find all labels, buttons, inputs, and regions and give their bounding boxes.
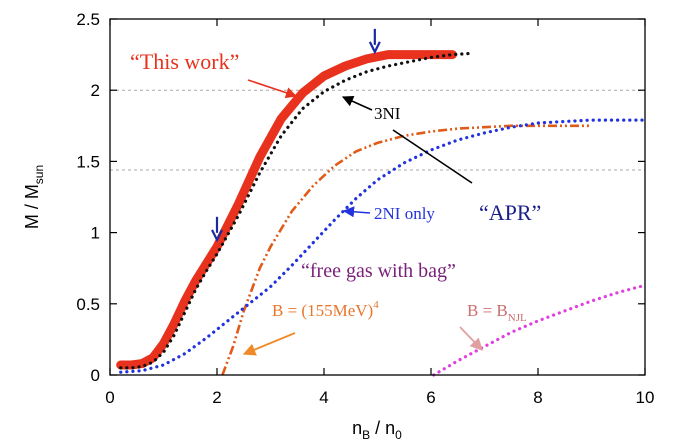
x-tick-label-2: 4 [319,388,328,407]
x-axis-label: nB / n0 [352,418,402,442]
y-tick-label-1: 0.5 [76,295,100,314]
x-axis-label-sub2: 0 [395,428,402,442]
annotation-2ni-only: 2NI only [374,204,435,223]
down-arrow-head-1 [368,41,381,55]
x-tick-label-0: 0 [105,388,114,407]
annotation-3ni: 3NI [374,104,401,123]
annotation-this-work: “This work” [130,49,239,74]
plot-frame [109,18,646,376]
annotation-free-gas: “free gas with bag” [301,260,456,282]
x-axis-label-sub1: B [362,428,370,442]
apr-pointer-line [392,129,473,184]
y-axis-label-sub: sun [32,165,46,184]
annotation-bag-155: B = (155MeV)4 [272,299,379,320]
y-tick-label-2: 1 [91,224,100,243]
2ni-only-arrow [342,206,371,218]
y-tick-label-5: 2.5 [76,10,100,29]
annotation-bag-155-sup: 4 [373,299,379,311]
y-tick-label-3: 1.5 [76,152,100,171]
bag-njl-arrow [459,326,483,351]
bag-155-arrow [242,332,296,356]
annotation-apr: “APR” [479,200,541,225]
annotation-bag-njl: B = BNJL [467,301,527,324]
x-axis-label-mid: / n [370,418,395,438]
series-line-4 [432,283,647,377]
annotation-bag-njl-sub: NJL [508,312,527,324]
series-line-2 [221,124,592,376]
this-work-arrow [247,79,298,99]
down-arrow-head-0 [211,229,223,243]
y-axis-label: M / Msun [22,165,46,229]
3ni-arrow [341,96,373,111]
y-tick-label-0: 0 [91,366,100,385]
series-line-3 [119,118,647,374]
markers-layer [211,28,381,243]
ticks-layer: 0 2 4 6 8 10 0 0.5 1 1.5 2 2.5 [76,10,654,407]
reference-lines [110,89,645,171]
x-tick-label-5: 10 [636,388,655,407]
x-tick-label-1: 2 [212,388,221,407]
x-tick-label-4: 8 [533,388,542,407]
series-line-0 [116,50,457,370]
x-tick-label-3: 6 [426,388,435,407]
y-tick-label-4: 2 [91,81,100,100]
series-layer [116,50,647,377]
